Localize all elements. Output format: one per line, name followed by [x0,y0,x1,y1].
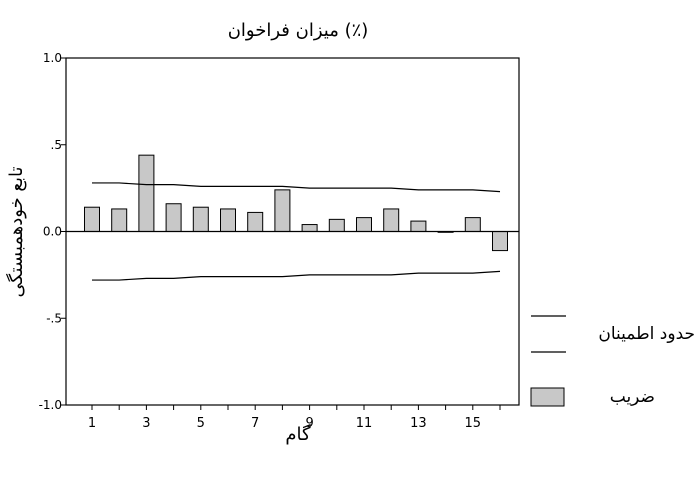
x-tick-label-13: 13 [410,416,427,431]
acf-bar-10 [328,218,345,232]
acf-bar-6 [220,208,236,233]
acf-bar-7 [247,211,264,232]
y-tick-label-1: .5 [51,138,62,152]
confidence-lines-layer [66,182,519,281]
x-tick-label-15: 15 [465,416,482,431]
acf-bar-1 [84,206,100,233]
y-tick-label-2: 0.0 [43,225,62,239]
x-tick-label-3: 3 [142,416,150,431]
y-axis-label: تابع خودهمبستگی [5,166,27,297]
acf-bar-2 [111,208,128,233]
x-tick-label-11: 11 [356,416,373,431]
acf-bar-13 [410,220,427,232]
x-tick-label-7: 7 [251,416,259,431]
acf-bar-16 [492,231,508,252]
acf-bar-5 [192,206,209,233]
legend: حدود اطمینان ضریب [530,315,695,407]
legend-confidence-label: حدود اطمینان [598,324,695,344]
legend-coefficient-label: ضریب [610,387,655,407]
legend-bar-swatch [530,387,565,407]
x-tick-label-9: 9 [305,416,313,431]
acf-bar-4 [165,203,182,233]
acf-bar-11 [356,217,372,232]
acf-bar-3 [138,154,155,232]
bars-layer [84,154,508,252]
y-tick-label-0: 1.0 [43,51,62,65]
ticks-layer: 1 3 5 7 9 11 13 151.0.50.0-.5-1.0 [39,51,501,431]
x-axis-label: گام [285,423,311,445]
acf-bar-15 [464,217,481,232]
chart-title: میزان فراخوان (٪) [228,20,369,41]
y-tick-label-3: -.5 [46,311,62,325]
acf-bar-12 [383,208,400,233]
x-tick-label-1: 1 [88,416,96,431]
lower-confidence-line [92,270,501,281]
y-tick-label-4: -1.0 [39,398,62,412]
x-tick-label-5: 5 [197,416,205,431]
upper-confidence-line [92,182,501,193]
acf-bar-8 [274,189,291,232]
acf-bar-9 [301,224,318,232]
